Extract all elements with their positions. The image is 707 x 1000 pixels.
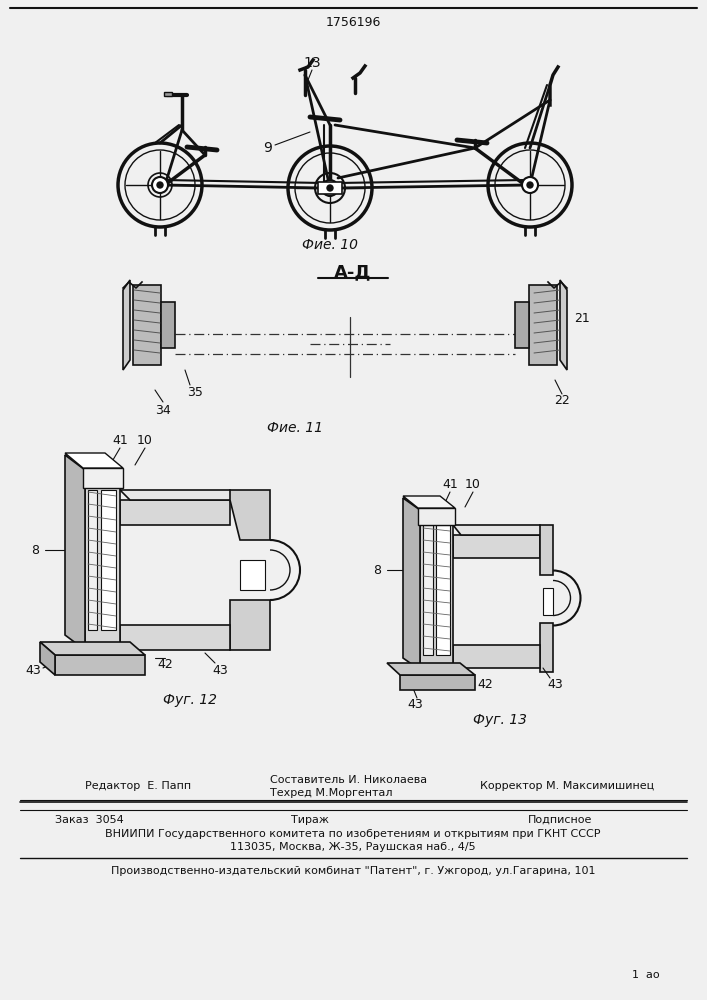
Text: 22: 22 — [554, 393, 570, 406]
Text: 41: 41 — [442, 479, 458, 491]
Polygon shape — [230, 600, 270, 650]
Text: 8: 8 — [373, 564, 381, 576]
Text: Фуг. 13: Фуг. 13 — [473, 713, 527, 727]
Polygon shape — [120, 500, 230, 525]
Polygon shape — [540, 525, 553, 575]
Text: 1756196: 1756196 — [325, 15, 380, 28]
Polygon shape — [403, 496, 455, 508]
Text: Фуг. 12: Фуг. 12 — [163, 693, 217, 707]
Polygon shape — [40, 642, 145, 655]
Circle shape — [527, 182, 533, 188]
Polygon shape — [65, 455, 85, 650]
Circle shape — [327, 185, 333, 191]
Text: 10: 10 — [137, 434, 153, 446]
Polygon shape — [230, 490, 270, 540]
Polygon shape — [453, 535, 540, 558]
Polygon shape — [453, 525, 548, 535]
Polygon shape — [65, 455, 120, 470]
Text: 35: 35 — [187, 385, 203, 398]
Bar — [161, 302, 175, 348]
Text: Фие. 11: Фие. 11 — [267, 421, 323, 435]
Text: Редактор  Е. Папп: Редактор Е. Папп — [85, 781, 191, 791]
Polygon shape — [387, 663, 475, 675]
Bar — [529, 285, 557, 365]
Polygon shape — [403, 498, 420, 670]
Polygon shape — [560, 280, 567, 370]
Polygon shape — [88, 490, 97, 630]
Polygon shape — [418, 508, 455, 525]
Text: 21: 21 — [574, 312, 590, 324]
Polygon shape — [420, 510, 453, 670]
Text: ВНИИПИ Государственного комитета по изобретениям и открытиям при ГКНТ СССР: ВНИИПИ Государственного комитета по изоб… — [105, 829, 601, 839]
Bar — [318, 182, 342, 194]
Text: 42: 42 — [157, 658, 173, 672]
Polygon shape — [164, 92, 172, 96]
Text: 113035, Москва, Ж-35, Раушская наб., 4/5: 113035, Москва, Ж-35, Раушская наб., 4/5 — [230, 842, 476, 852]
Circle shape — [522, 177, 538, 193]
Text: А-Д: А-Д — [334, 263, 372, 281]
Text: 8: 8 — [31, 544, 39, 556]
Text: 1  ао: 1 ао — [632, 970, 660, 980]
Polygon shape — [120, 625, 230, 650]
Text: Корректор М. Максимишинец: Корректор М. Максимишинец — [480, 781, 654, 791]
Text: 43: 43 — [407, 698, 423, 712]
Polygon shape — [55, 655, 145, 675]
Polygon shape — [240, 560, 265, 590]
Text: 10: 10 — [465, 479, 481, 491]
Polygon shape — [120, 490, 240, 500]
Text: Производственно-издательский комбинат "Патент", г. Ужгород, ул.Гагарина, 101: Производственно-издательский комбинат "П… — [111, 866, 595, 876]
Text: 13: 13 — [303, 56, 321, 70]
Polygon shape — [40, 642, 55, 675]
Polygon shape — [403, 498, 453, 510]
Text: 43: 43 — [547, 678, 563, 692]
Polygon shape — [85, 470, 120, 650]
Polygon shape — [540, 623, 553, 672]
Polygon shape — [123, 280, 130, 370]
Circle shape — [152, 177, 168, 193]
Text: Составитель И. Николаева: Составитель И. Николаева — [270, 775, 427, 785]
Polygon shape — [400, 675, 475, 690]
Polygon shape — [101, 490, 116, 630]
Text: 43: 43 — [25, 664, 41, 676]
Polygon shape — [453, 645, 540, 668]
Circle shape — [157, 182, 163, 188]
Polygon shape — [423, 525, 433, 655]
Text: 41: 41 — [112, 434, 128, 446]
Text: Заказ  3054: Заказ 3054 — [55, 815, 124, 825]
Polygon shape — [83, 468, 123, 488]
Text: Подписное: Подписное — [528, 815, 592, 825]
Bar — [133, 285, 161, 365]
Polygon shape — [543, 588, 553, 615]
Text: Тираж: Тираж — [291, 815, 329, 825]
Text: Фие. 10: Фие. 10 — [302, 238, 358, 252]
Text: Техред М.Моргентал: Техред М.Моргентал — [270, 788, 392, 798]
Circle shape — [322, 180, 338, 196]
Text: 43: 43 — [212, 664, 228, 676]
Polygon shape — [65, 453, 123, 468]
Bar — [515, 302, 529, 348]
Text: 9: 9 — [264, 141, 272, 155]
Polygon shape — [436, 525, 450, 655]
Text: 34: 34 — [155, 403, 171, 416]
Text: 42: 42 — [477, 678, 493, 692]
